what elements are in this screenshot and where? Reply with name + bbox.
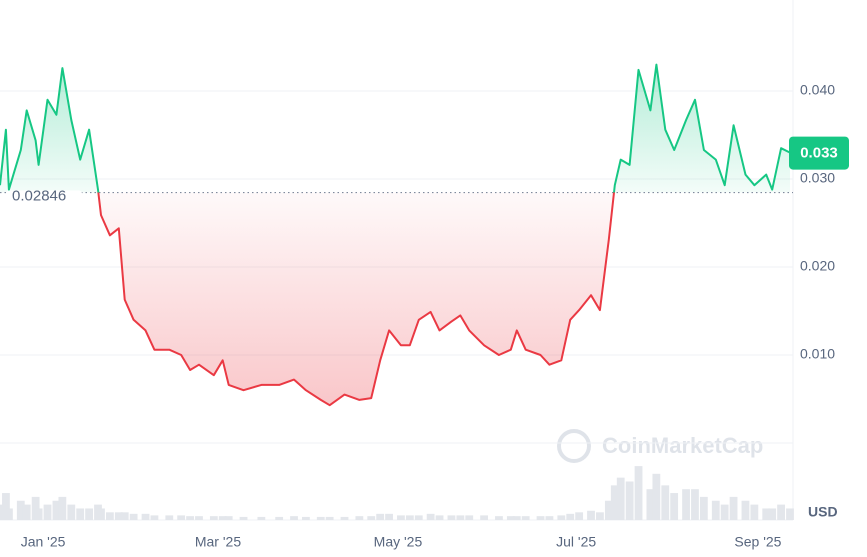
volume-bar xyxy=(85,508,93,520)
volume-bar xyxy=(105,512,114,520)
volume-bar xyxy=(480,515,488,520)
volume-bar xyxy=(506,516,515,520)
volume-bar xyxy=(195,516,203,520)
volume-bar xyxy=(397,515,405,520)
volume-bar xyxy=(729,496,738,520)
watermark: CoinMarketCap xyxy=(557,429,763,463)
volume-bar xyxy=(634,466,643,520)
volume-bar xyxy=(566,513,575,520)
y-tick-label: 0.020 xyxy=(800,258,835,274)
y-tick-label: 0.010 xyxy=(800,346,835,362)
volume-bar xyxy=(750,504,759,520)
volume-bar xyxy=(465,515,474,520)
y-tick-label: 0.040 xyxy=(800,82,835,98)
volume-bar xyxy=(768,508,777,520)
volume-bar xyxy=(257,516,266,520)
volume-bar xyxy=(76,508,85,520)
x-tick-label: Jul '25 xyxy=(556,534,596,550)
volume-bar xyxy=(325,516,334,520)
volume-bar xyxy=(512,516,521,520)
volume-bar xyxy=(150,515,159,520)
volume-bar xyxy=(616,477,625,520)
volume-bar xyxy=(426,513,435,520)
watermark-logo xyxy=(557,429,591,463)
volume-bar xyxy=(218,516,227,520)
volume-bar xyxy=(652,473,661,520)
volume-bar xyxy=(290,516,298,520)
volume-bar xyxy=(355,516,364,520)
volume-bar xyxy=(16,500,25,520)
volume-bar xyxy=(495,516,503,520)
volume-bar xyxy=(376,513,385,520)
volume-bar xyxy=(340,516,349,520)
price-line xyxy=(0,63,791,407)
x-tick-label: Mar '25 xyxy=(195,534,241,550)
volume-bar xyxy=(275,516,284,520)
volume-bar xyxy=(239,516,248,520)
volume-bar xyxy=(670,493,679,520)
volume-bar xyxy=(682,489,690,520)
volume-bar xyxy=(177,515,186,520)
volume-bar xyxy=(646,489,655,520)
volume-bar xyxy=(141,513,150,520)
volume-bar xyxy=(610,485,619,520)
volume-bar xyxy=(720,504,729,520)
volume-bar xyxy=(521,516,530,520)
volume-bar xyxy=(2,493,10,520)
x-tick-label: Jan '25 xyxy=(21,534,66,550)
volume-bar xyxy=(456,515,465,520)
x-tick-label: May '25 xyxy=(374,534,423,550)
volume-bar xyxy=(557,515,566,520)
volume-bar xyxy=(0,504,4,520)
volume-bar xyxy=(52,500,61,520)
volume-bar xyxy=(741,500,750,520)
volume-bar xyxy=(22,504,31,520)
reference-label-bg xyxy=(6,190,82,211)
volume-bar xyxy=(114,512,123,520)
volume-bar xyxy=(34,508,43,520)
volume-bar xyxy=(302,516,310,520)
volume-bar xyxy=(5,508,13,520)
volume-bar xyxy=(385,513,393,520)
volume-bar xyxy=(661,485,670,520)
volume-bar xyxy=(120,512,129,520)
volume-bar xyxy=(575,512,584,520)
volume-bar xyxy=(186,516,194,520)
volume-bar xyxy=(67,504,76,520)
volume-bar xyxy=(691,489,699,520)
volume-bar xyxy=(316,516,325,520)
watermark-text: CoinMarketCap xyxy=(602,433,763,458)
volume-bar xyxy=(596,512,604,520)
volume-bar xyxy=(711,500,720,520)
area-fill xyxy=(0,64,790,406)
volume-bar xyxy=(587,510,595,520)
volume-bar xyxy=(762,508,771,520)
volume-bar xyxy=(43,504,52,520)
volume-bar xyxy=(367,516,376,520)
volume-bar xyxy=(224,516,233,520)
volume-bar xyxy=(97,508,105,520)
volume-bar xyxy=(129,513,138,520)
volume-bar xyxy=(165,515,174,520)
volume-bar xyxy=(545,516,554,520)
volume-bar xyxy=(414,515,423,520)
volume-bar xyxy=(786,508,794,520)
volume-bar xyxy=(699,496,708,520)
volume-bar xyxy=(777,504,785,520)
reference-label: 0.02846 xyxy=(12,188,66,205)
volume-bar xyxy=(536,516,545,520)
volume-bar xyxy=(447,515,456,520)
volume-bar xyxy=(435,515,444,520)
currency-label: USD xyxy=(808,504,838,520)
current-price-badge xyxy=(789,136,849,170)
current-price-label: 0.033 xyxy=(800,145,838,162)
x-tick-label: Sep '25 xyxy=(734,534,781,550)
y-tick-label: 0.030 xyxy=(800,170,835,186)
volume-bar xyxy=(209,516,218,520)
volume-bar xyxy=(405,515,414,520)
volume-bar xyxy=(604,500,613,520)
volume-bar xyxy=(58,496,67,520)
volume-bar xyxy=(625,481,634,520)
